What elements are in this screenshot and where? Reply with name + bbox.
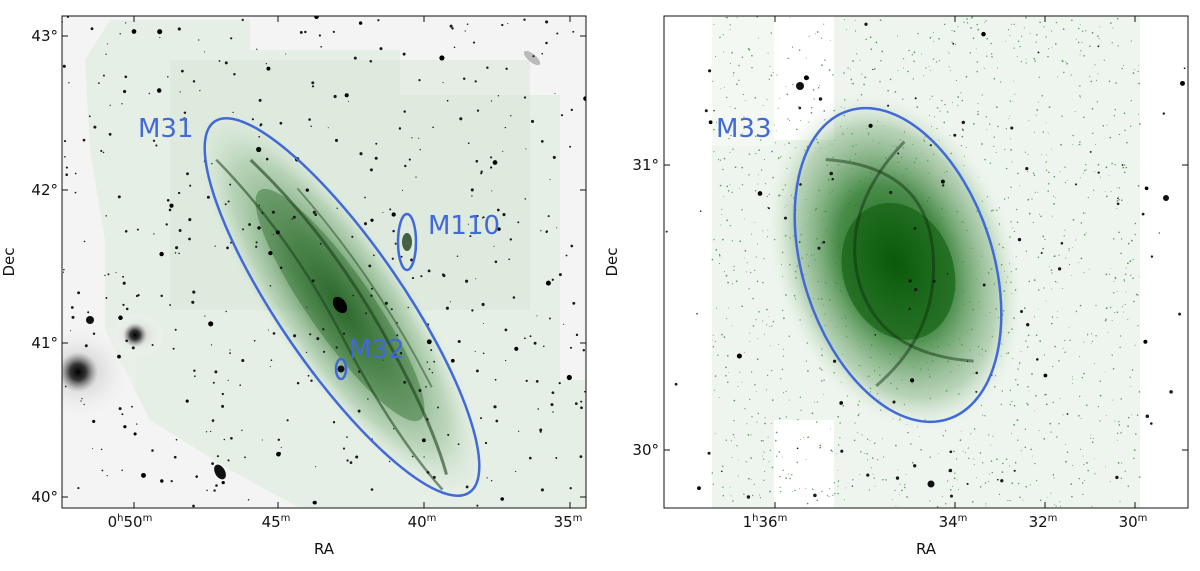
star-field [665, 22, 1186, 499]
m33-tick-marks [664, 16, 1188, 508]
star-field [62, 16, 586, 508]
m31-y-tick-label: 40° [31, 488, 58, 506]
m31-ellipse [203, 117, 481, 497]
m33-x-tick-label: 32m [1029, 513, 1058, 531]
m31-label: M31 [138, 114, 194, 144]
m32-ellipse [334, 357, 348, 381]
m31-y-tick-label: 43° [31, 27, 58, 45]
m31-panel: 43° 42° 41° 40° 0h50m 45m 40m 35m RA Dec… [0, 15, 587, 558]
m33-plot-frame [663, 15, 1189, 509]
m33-x-tick-label: 30m [1119, 513, 1148, 531]
m33-x-tick-label: 34m [939, 513, 968, 531]
galaxy-ellipses [203, 117, 481, 497]
m31-x-tick-label: 40m [408, 513, 437, 531]
m31-image [62, 16, 586, 508]
m31-plot-frame [61, 15, 587, 509]
m31-y-tick-label: 42° [31, 181, 58, 199]
m31-y-axis-label: Dec [0, 247, 18, 276]
m31-x-tick-label: 45m [262, 513, 291, 531]
m33-x-tick-label: 1h36m [743, 513, 788, 531]
m33-y-axis-label: Dec [603, 247, 621, 276]
m31-x-tick-label: 0h50m [108, 513, 153, 531]
m33-x-axis-label: RA [916, 540, 937, 558]
m32-label: M32 [349, 335, 405, 365]
m33-y-tick-label: 31° [632, 156, 659, 174]
m33-image [664, 16, 1188, 508]
m110-label: M110 [428, 211, 500, 241]
m33-label: M33 [716, 114, 772, 144]
m31-x-axis-label: RA [314, 540, 335, 558]
m33-panel: 31° 30° 1h36m 34m 32m 30m RA Dec M33 [603, 15, 1189, 558]
m31-y-tick-label: 41° [31, 334, 58, 352]
m33-ellipse [793, 106, 1003, 424]
m31-tick-marks [62, 16, 586, 508]
m33-y-tick-label: 30° [632, 441, 659, 459]
m31-x-tick-label: 35m [554, 513, 583, 531]
m110-ellipse [396, 212, 418, 272]
